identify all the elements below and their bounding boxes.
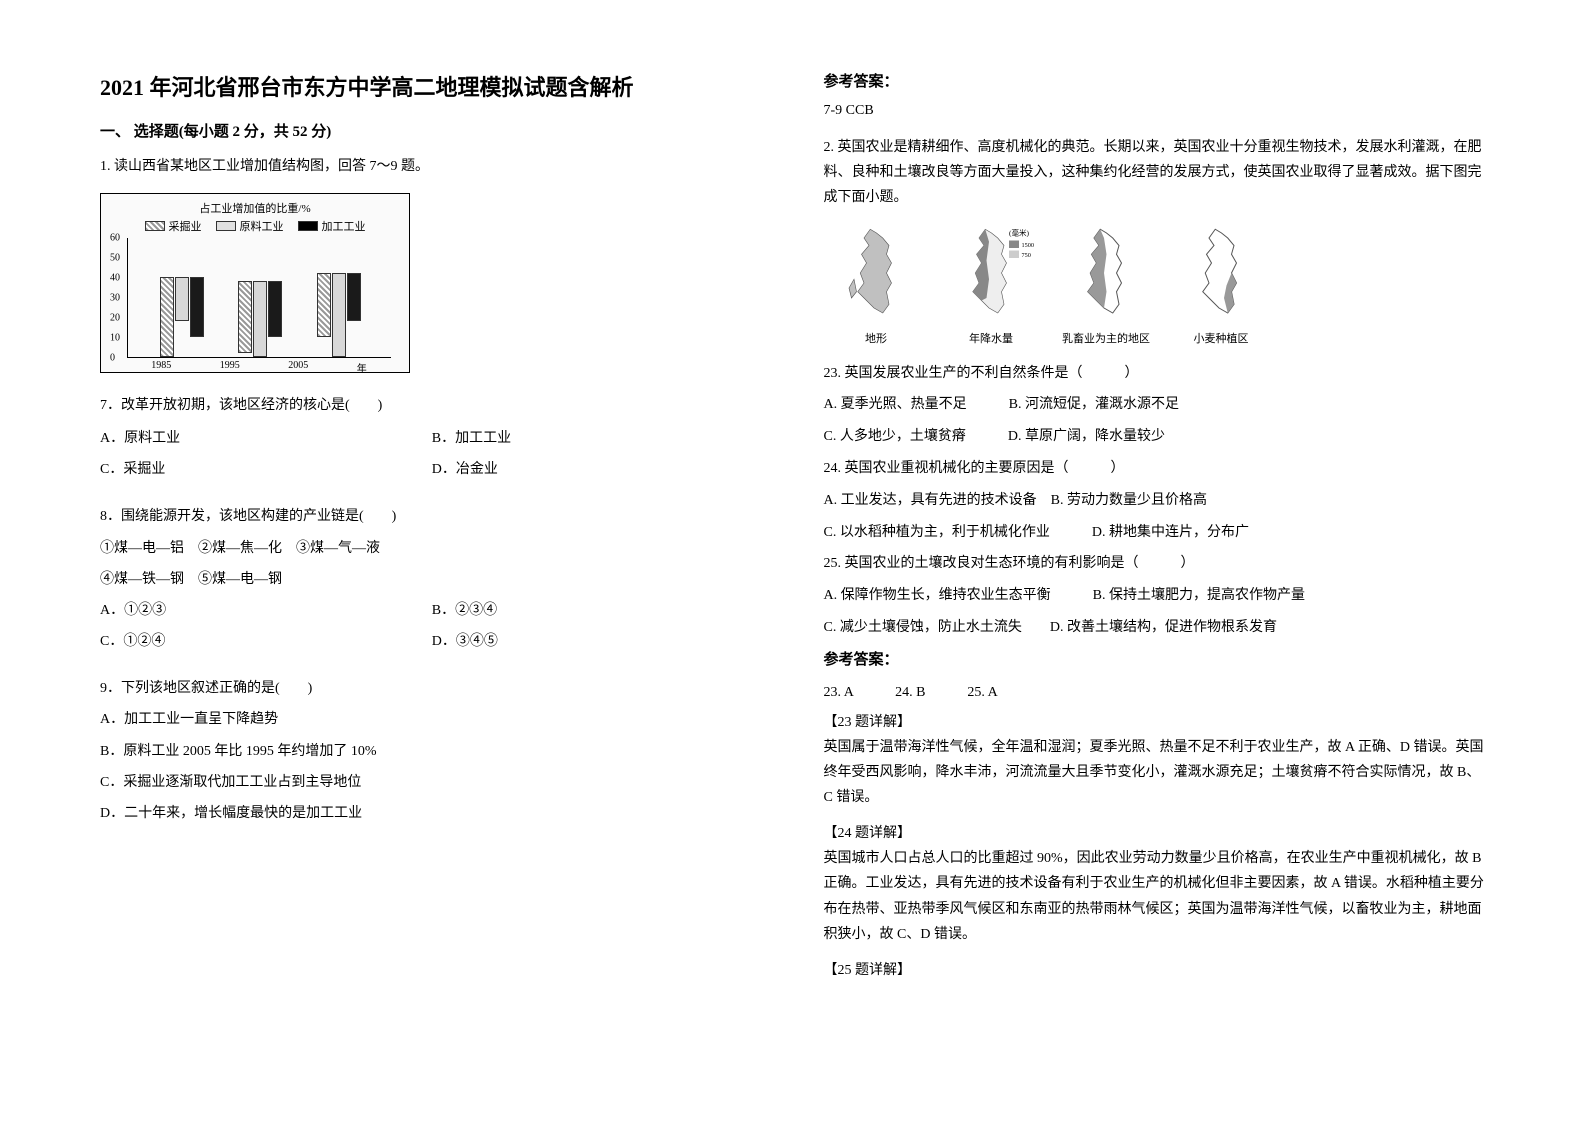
map-wheat: 小麦种植区 [1169, 223, 1274, 346]
map-label: 乳畜业为主的地区 [1054, 330, 1159, 346]
bar [175, 277, 189, 321]
q8-opt-a: A．①②③ [100, 598, 432, 623]
x-label: 年 [357, 360, 367, 375]
bar [160, 277, 174, 357]
chart-legend: 采掘业 原料工业 加工工业 [109, 218, 401, 234]
q1-intro: 1. 读山西省某地区工业增加值结构图，回答 7～9 题。 [100, 155, 764, 179]
map-dairy: 乳畜业为主的地区 [1054, 223, 1159, 346]
legend-swatch [216, 221, 236, 231]
q8-chains1: ①煤—电—铝 ②煤—焦—化 ③煤—气—液 [100, 536, 764, 561]
q9-opt-c: C．采掘业逐渐取代加工工业占到主导地位 [100, 770, 764, 795]
bar [332, 273, 346, 357]
map-label: 小麦种植区 [1169, 330, 1274, 346]
y-tick: 40 [110, 272, 120, 283]
q25-text: 25. 英国农业的土壤改良对生态环境的有利影响是（ ） [824, 552, 1488, 576]
map-rainfall: (毫米) 1500 750 年降水量 [939, 223, 1044, 346]
q23-text: 23. 英国发展农业生产的不利自然条件是（ ） [824, 362, 1488, 386]
q9-text: 9．下列该地区叙述正确的是( ) [100, 676, 764, 701]
q8-opt-b: B．②③④ [432, 598, 764, 623]
bar [238, 281, 252, 353]
bar [317, 273, 331, 337]
bar [190, 277, 204, 337]
q7-opt-b: B．加工工业 [432, 426, 764, 451]
bar-group [160, 277, 204, 357]
y-tick: 60 [110, 232, 120, 243]
uk-maps: 地形 (毫米) 1500 750 年降水量 乳畜业为主的地区 小麦种植区 [824, 223, 1488, 346]
map-label: 年降水量 [939, 330, 1044, 346]
q8-opt-d: D．③④⑤ [432, 629, 764, 654]
x-label: 2005 [288, 360, 308, 375]
q9-opt-a: A．加工工业一直呈下降趋势 [100, 707, 764, 732]
y-tick: 50 [110, 252, 120, 263]
q8-chains2: ④煤—铁—钢 ⑤煤—电—钢 [100, 567, 764, 592]
svg-text:750: 750 [1021, 251, 1030, 258]
y-tick: 10 [110, 332, 120, 343]
legend-label: 原料工业 [240, 218, 284, 234]
bar [253, 281, 267, 357]
exp25-header: 【25 题详解】 [824, 959, 1488, 979]
bar-group [238, 281, 282, 357]
q7-text: 7．改革开放初期，该地区经济的核心是( ) [100, 393, 764, 418]
legend-item: 采掘业 [145, 218, 202, 234]
question-7: 7．改革开放初期，该地区经济的核心是( ) A．原料工业 B．加工工业 C．采掘… [100, 393, 764, 483]
section-header: 一、 选择题(每小题 2 分，共 52 分) [100, 120, 764, 141]
legend-item: 原料工业 [216, 218, 284, 234]
answer-header2: 参考答案： [824, 648, 1488, 669]
y-tick: 0 [110, 352, 115, 363]
question-8: 8．围绕能源开发，该地区构建的产业链是( ) ①煤—电—铝 ②煤—焦—化 ③煤—… [100, 504, 764, 654]
legend-swatch [298, 221, 318, 231]
legend-swatch [145, 221, 165, 231]
chart-plot: 0102030405060 [127, 238, 391, 358]
svg-text:1500: 1500 [1021, 241, 1034, 248]
q25-opts-ab: A. 保障作物生长，维持农业生态平衡 B. 保持土壤肥力，提高农作物产量 [824, 584, 1488, 608]
page-title: 2021 年河北省邢台市东方中学高二地理模拟试题含解析 [100, 70, 764, 102]
q23-opts-cd: C. 人多地少，土壤贫瘠 D. 草原广阔，降水量较少 [824, 425, 1488, 449]
answers-2325: 23. A 24. B 25. A [824, 681, 1488, 701]
y-tick: 30 [110, 292, 120, 303]
exp23-text: 英国属于温带海洋性气候，全年温和湿润；夏季光照、热量不足不利于农业生产，故 A … [824, 735, 1488, 811]
x-axis-labels: 1985 1995 2005 年 [127, 360, 391, 375]
q24-opts-ab: A. 工业发达，具有先进的技术设备 B. 劳动力数量少且价格高 [824, 489, 1488, 513]
right-column: 参考答案： 7-9 CCB 2. 英国农业是精耕细作、高度机械化的典范。长期以来… [824, 70, 1488, 1052]
bar-chart: 占工业增加值的比重/% 采掘业 原料工业 加工工业 0102030405060 … [100, 193, 410, 373]
map-terrain: 地形 [824, 223, 929, 346]
bar [268, 281, 282, 337]
chart-title: 占工业增加值的比重/% [109, 200, 401, 216]
answer-header: 参考答案： [824, 70, 1488, 91]
q2-intro: 2. 英国农业是精耕细作、高度机械化的典范。长期以来，英国农业十分重视生物技术，… [824, 135, 1488, 211]
exp23-header: 【23 题详解】 [824, 711, 1488, 731]
bar [347, 273, 361, 321]
map-label: 地形 [824, 330, 929, 346]
q25-opts-cd: C. 减少土壤侵蚀，防止水土流失 D. 改善土壤结构，促进作物根系发育 [824, 616, 1488, 640]
legend-label: 采掘业 [169, 218, 202, 234]
exp24-text: 英国城市人口占总人口的比重超过 90%，因此农业劳动力数量少且价格高，在农业生产… [824, 846, 1488, 947]
q24-opts-cd: C. 以水稻种植为主，利于机械化作业 D. 耕地集中连片，分布广 [824, 521, 1488, 545]
q9-opt-b: B．原料工业 2005 年比 1995 年约增加了 10% [100, 739, 764, 764]
x-label: 1985 [151, 360, 171, 375]
x-label: 1995 [220, 360, 240, 375]
y-tick: 20 [110, 312, 120, 323]
answer-79: 7-9 CCB [824, 103, 1488, 119]
q7-opt-d: D．冶金业 [432, 457, 764, 482]
question-9: 9．下列该地区叙述正确的是( ) A．加工工业一直呈下降趋势 B．原料工业 20… [100, 676, 764, 826]
q24-text: 24. 英国农业重视机械化的主要原因是（ ） [824, 457, 1488, 481]
q23-opts-ab: A. 夏季光照、热量不足 B. 河流短促，灌溉水源不足 [824, 393, 1488, 417]
left-column: 2021 年河北省邢台市东方中学高二地理模拟试题含解析 一、 选择题(每小题 2… [100, 70, 764, 1052]
q7-opt-c: C．采掘业 [100, 457, 432, 482]
legend-label: 加工工业 [322, 218, 366, 234]
legend-unit: (毫米) [1009, 227, 1029, 237]
q9-opt-d: D．二十年来，增长幅度最快的是加工工业 [100, 801, 764, 826]
bar-group [317, 273, 361, 357]
q8-opt-c: C．①②④ [100, 629, 432, 654]
legend-item: 加工工业 [298, 218, 366, 234]
q8-text: 8．围绕能源开发，该地区构建的产业链是( ) [100, 504, 764, 529]
exp24-header: 【24 题详解】 [824, 822, 1488, 842]
q7-opt-a: A．原料工业 [100, 426, 432, 451]
